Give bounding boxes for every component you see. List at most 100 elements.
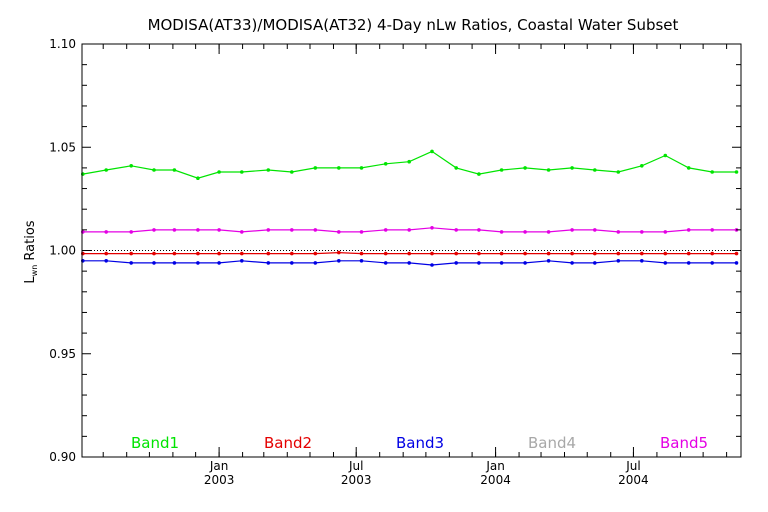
data-point-band2 — [290, 251, 294, 256]
data-point-band3 — [546, 259, 551, 263]
data-point-band3 — [290, 261, 294, 265]
legend-entry-band1: Band1 — [131, 434, 179, 452]
data-point-band3 — [454, 261, 459, 265]
data-point-band1 — [152, 168, 156, 172]
data-point-band2 — [407, 251, 412, 256]
data-point-band2 — [359, 251, 364, 256]
data-point-band1 — [523, 166, 527, 170]
x-tick-label-year: 2003 — [341, 473, 372, 487]
data-point-band3 — [383, 261, 388, 265]
data-point-band1 — [104, 168, 108, 172]
data-point-band1 — [734, 170, 739, 174]
data-point-band1 — [240, 170, 244, 174]
data-point-band3 — [710, 261, 714, 265]
data-point-band3 — [499, 261, 504, 265]
data-point-band5 — [640, 230, 644, 234]
data-point-band5 — [454, 228, 459, 232]
data-point-band1 — [499, 168, 504, 172]
data-point-band1 — [337, 166, 341, 170]
data-point-band5 — [546, 230, 551, 234]
data-point-band1 — [616, 170, 621, 174]
x-tick-label-year: 2004 — [480, 473, 511, 487]
data-point-band1 — [129, 164, 133, 168]
data-point-band1 — [290, 170, 294, 174]
data-point-band3 — [240, 259, 244, 263]
data-point-band3 — [734, 261, 739, 265]
data-point-band2 — [710, 251, 714, 256]
y-tick-label: 1.05 — [49, 140, 76, 154]
legend: Band1 Band2 Band3 Band4 Band5 — [131, 434, 708, 452]
data-point-band2 — [663, 251, 668, 256]
y-tick-label: 0.90 — [49, 450, 76, 464]
data-point-band2 — [546, 251, 551, 256]
y-axis-label-subscript: wn — [30, 265, 39, 277]
data-point-band1 — [546, 168, 551, 172]
data-point-band1 — [686, 166, 691, 170]
data-point-band1 — [359, 166, 364, 170]
data-point-band1 — [640, 164, 644, 168]
data-point-band5 — [313, 228, 318, 232]
data-point-band5 — [686, 228, 691, 232]
data-point-band5 — [129, 230, 133, 234]
data-point-band5 — [217, 228, 221, 232]
data-point-band2 — [477, 251, 481, 256]
data-point-band5 — [430, 226, 434, 230]
y-tick-label: 1.10 — [49, 37, 76, 51]
data-point-band3 — [337, 259, 341, 263]
data-point-band5 — [523, 230, 527, 234]
x-tick-label-month: Jan — [209, 459, 229, 473]
data-point-band3 — [523, 261, 527, 265]
series-line-band1 — [82, 150, 737, 179]
legend-entry-band3: Band3 — [396, 434, 444, 452]
x-tick-label-year: 2003 — [204, 473, 235, 487]
data-point-band1 — [454, 166, 459, 170]
data-point-band2 — [616, 251, 621, 256]
data-point-band2 — [129, 251, 133, 256]
y-tick-label: 1.00 — [49, 244, 76, 258]
data-point-band3 — [430, 263, 434, 267]
data-point-band5 — [407, 228, 412, 232]
data-point-band1 — [217, 170, 221, 174]
data-point-band1 — [266, 168, 271, 172]
y-tick-label: 0.95 — [49, 347, 76, 361]
data-point-band2 — [430, 251, 434, 256]
data-point-band5 — [152, 228, 156, 232]
data-point-band2 — [734, 251, 739, 256]
data-point-band1 — [313, 166, 318, 170]
data-point-band2 — [337, 250, 341, 255]
x-tick-label-month: Jul — [348, 459, 363, 473]
data-point-band2 — [593, 251, 597, 256]
data-point-band2 — [217, 251, 221, 256]
axes-layer: 0.900.951.001.051.10Jan2003Jul2003Jan200… — [49, 37, 742, 487]
data-point-band5 — [663, 230, 668, 234]
x-tick-label-year: 2004 — [618, 473, 649, 487]
data-point-band3 — [152, 261, 156, 265]
data-point-band3 — [104, 259, 108, 263]
data-point-band2 — [266, 251, 271, 256]
data-point-band2 — [152, 251, 156, 256]
plot-frame — [81, 43, 742, 458]
data-point-band3 — [640, 259, 644, 263]
chart-title: MODISA(AT33)/MODISA(AT32) 4-Day nLw Rati… — [148, 16, 679, 34]
data-point-band5 — [499, 230, 504, 234]
data-point-band2 — [499, 251, 504, 256]
data-point-band1 — [663, 153, 668, 158]
legend-entry-band4: Band4 — [528, 434, 576, 452]
data-point-band5 — [616, 230, 621, 234]
data-point-band3 — [313, 261, 318, 265]
data-point-band5 — [240, 230, 244, 234]
data-point-band2 — [383, 251, 388, 256]
data-point-band2 — [313, 251, 318, 256]
y-axis-label-main: L — [23, 276, 38, 284]
data-point-band1 — [710, 170, 714, 174]
data-point-band2 — [104, 251, 108, 256]
data-point-band1 — [430, 149, 434, 154]
data-point-band5 — [290, 228, 294, 232]
data-point-band2 — [686, 251, 691, 256]
data-point-band5 — [266, 228, 271, 232]
data-point-band3 — [359, 259, 364, 263]
data-point-band2 — [570, 251, 574, 256]
y-axis-label-rest: Ratios — [23, 220, 38, 265]
x-tick-label-month: Jan — [485, 459, 505, 473]
data-point-band1 — [383, 162, 388, 166]
